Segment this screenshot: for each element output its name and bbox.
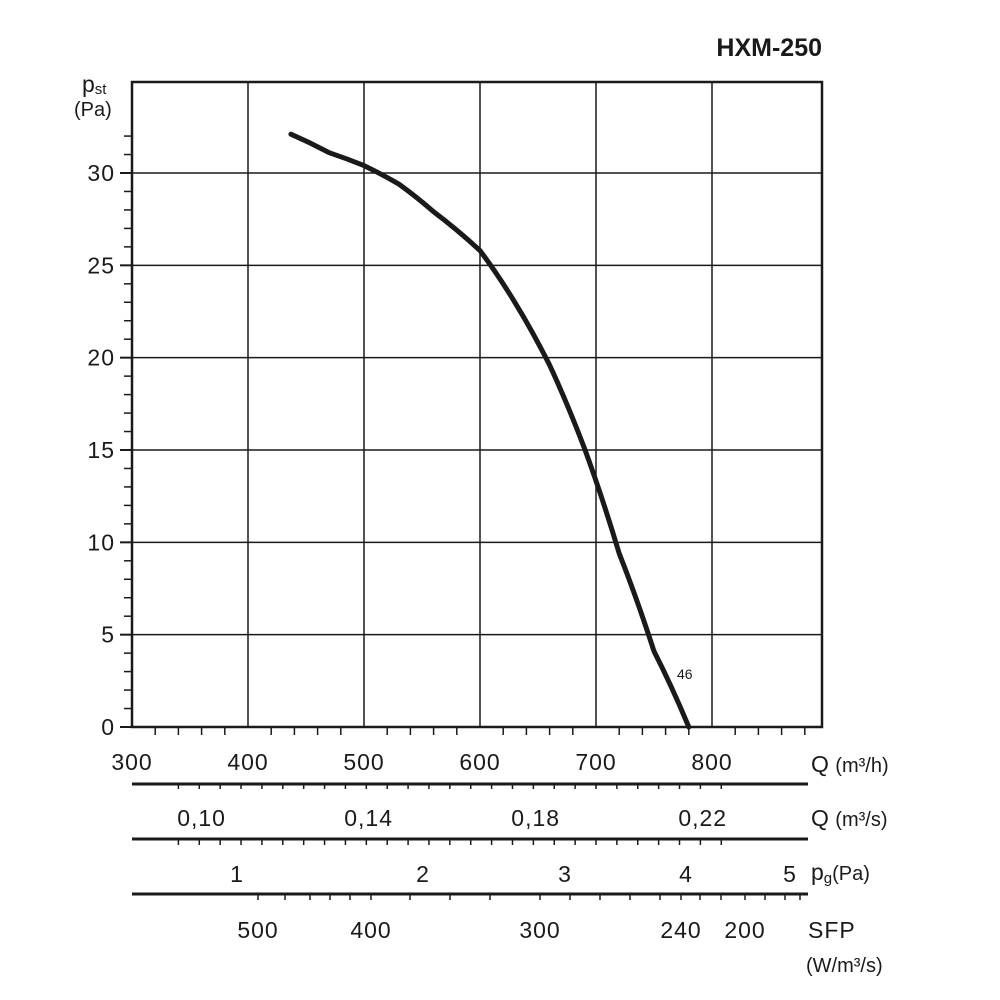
x-tick-label-sfp: 400: [350, 917, 391, 943]
x-tick-label-m3s: 0,10: [177, 805, 226, 831]
y-axis-label-subscript: st: [95, 81, 108, 98]
curve-label: 46: [677, 666, 693, 682]
y-axis: 0 5 10 15 20 25 30: [87, 160, 132, 740]
x-tick-label-m3s: 0,14: [344, 805, 393, 831]
x-tick-label-m3h: 700: [575, 749, 616, 775]
x-tick-label-pg: 2: [416, 861, 430, 887]
grid: [132, 82, 822, 727]
curve-layer: 46: [288, 131, 693, 730]
x-tick-label-sfp: 200: [724, 917, 765, 943]
x-tick-label-m3s: 0,18: [511, 805, 560, 831]
axis-unit-sfp: (W/m³/s): [806, 955, 883, 977]
y-axis-unit: (Pa): [74, 99, 112, 121]
y-tick-label: 25: [87, 252, 115, 278]
y-tick-label: 15: [87, 437, 115, 463]
secondary-axes: 300 400 500 600 700 800 Q (m³/h) 0,10 0,14 0,18 0,…: [111, 749, 888, 977]
x-tick-label-m3h: 400: [227, 749, 268, 775]
y-tick-label: 5: [101, 622, 115, 648]
plot-frame: [130, 80, 824, 729]
x-tick-label-pg: 1: [230, 861, 244, 887]
x-tick-label-m3h: 600: [459, 749, 500, 775]
x-tick-label-sfp: 500: [237, 917, 278, 943]
x-tick-label-pg: 5: [783, 861, 797, 887]
fan-curve-46: [288, 131, 692, 730]
x-tick-label-m3s: 0,22: [678, 805, 727, 831]
x-tick-label-sfp: 300: [519, 917, 560, 943]
x-tick-label-pg: 4: [679, 861, 693, 887]
axis-label-q-m3s: Q (m³/s): [811, 805, 887, 831]
y-tick-label: 30: [87, 160, 115, 186]
axis-label-pg: pg(Pa): [811, 859, 870, 887]
chart-title: HXM-250: [716, 34, 822, 62]
x-tick-label-m3h: 500: [343, 749, 384, 775]
plot-border: [130, 80, 824, 729]
y-tick-label: 10: [87, 529, 115, 555]
axis-label-q-m3h: Q (m³/h): [811, 751, 889, 777]
x-tick-label-sfp: 240: [660, 917, 701, 943]
y-axis-label-symbol: p: [82, 71, 95, 97]
y-tick-label: 0: [101, 714, 115, 740]
x-tick-label-m3h: 300: [111, 749, 152, 775]
x-tick-label-m3h: 800: [691, 749, 732, 775]
x-tick-label-pg: 3: [558, 861, 572, 887]
minor-ticks: [124, 135, 806, 735]
axis-label-sfp: SFP: [808, 917, 856, 943]
y-axis-label: pst: [82, 71, 107, 98]
y-tick-label: 20: [87, 345, 115, 371]
